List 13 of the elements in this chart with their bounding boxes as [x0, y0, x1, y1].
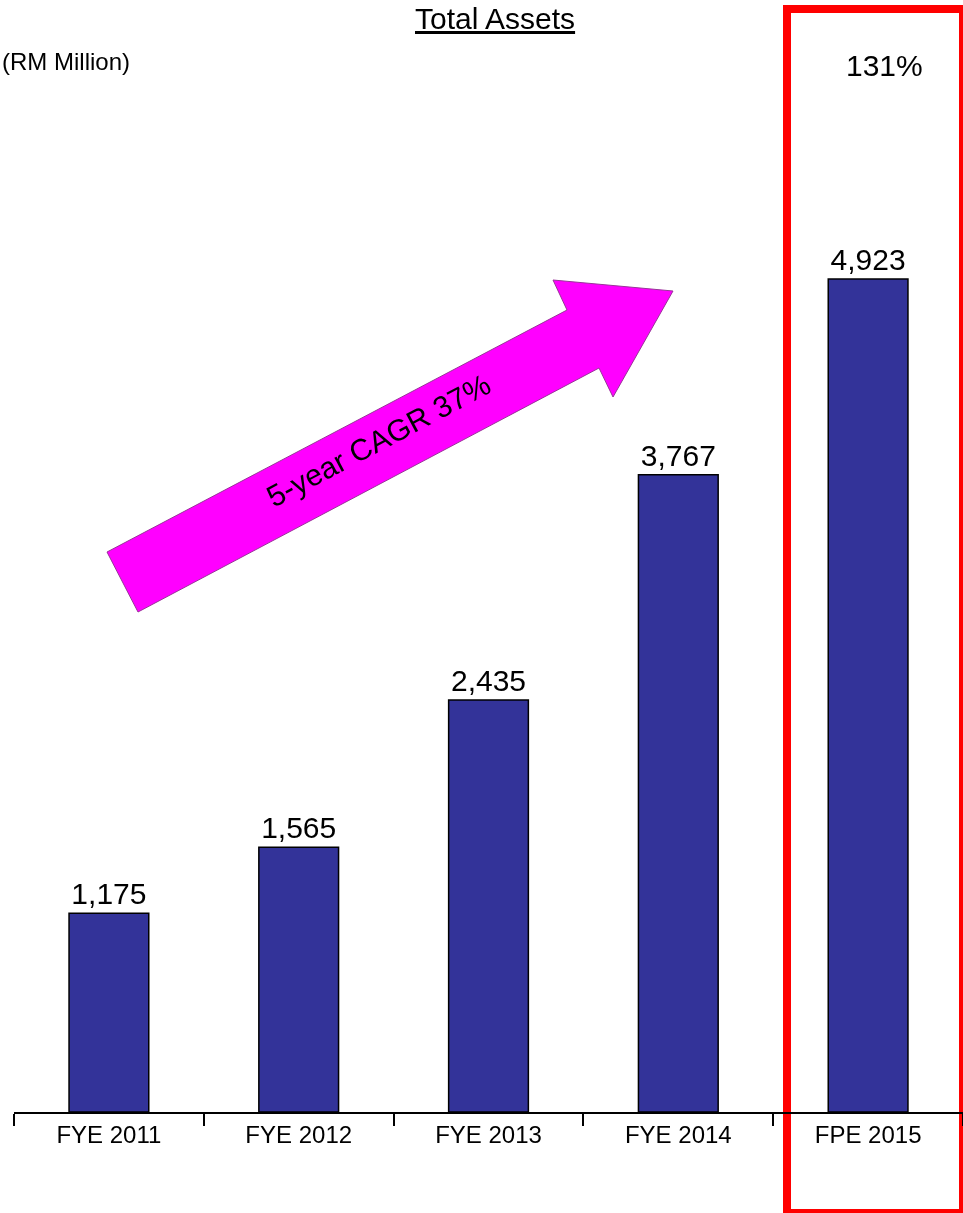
data-label: 1,175 [71, 877, 147, 911]
text: 131% [846, 49, 923, 82]
x-tick-label: FYE 2012 [245, 1120, 353, 1148]
data-label: 4,923 [830, 243, 906, 277]
x-tick-label: FYE 2011 [56, 1120, 162, 1148]
x-tick-label: FPE 2015 [814, 1120, 922, 1148]
x-tick-label: FYE 2014 [624, 1120, 732, 1148]
chart-title: Total Assets [415, 2, 576, 35]
data-label: 3,767 [640, 438, 716, 472]
x-tick-label: FYE 2013 [435, 1120, 542, 1148]
text: (RM Million) [2, 48, 130, 75]
data-label: 1,565 [261, 811, 337, 845]
data-label: 2,435 [450, 664, 527, 697]
